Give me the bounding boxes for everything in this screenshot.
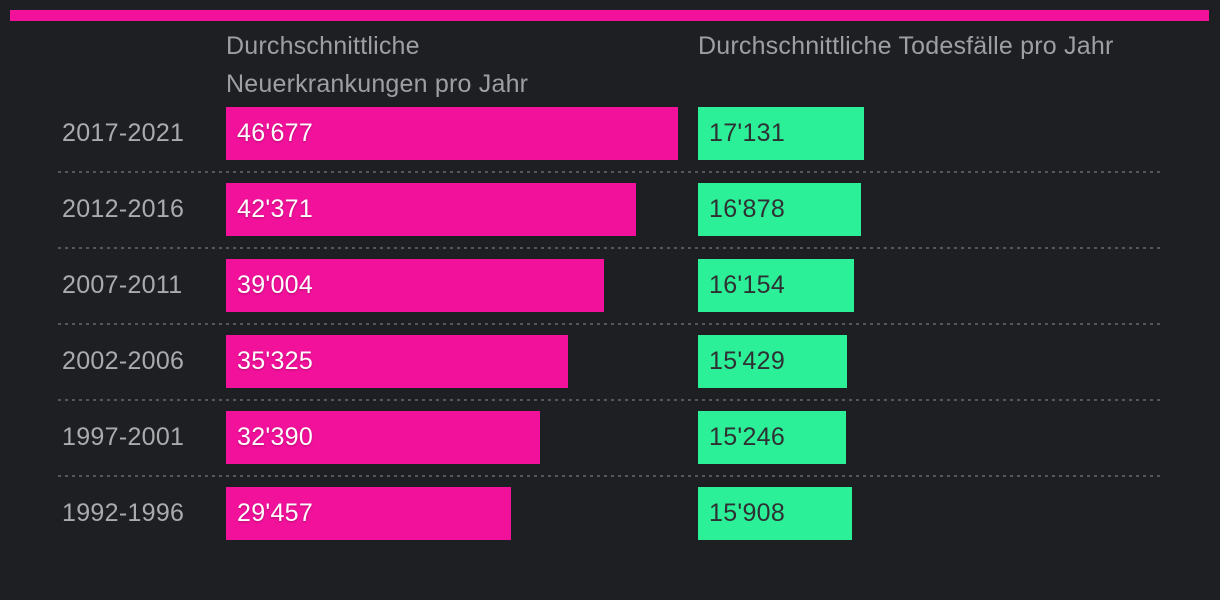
new-cases-value: 29'457 bbox=[237, 499, 314, 527]
chart-row: 2012-2016 42'371 16'878 bbox=[0, 183, 1220, 236]
deaths-value: 15'246 bbox=[709, 423, 786, 451]
period-label: 2007-2011 bbox=[62, 271, 183, 299]
chart-row: 2007-2011 39'004 16'154 bbox=[0, 259, 1220, 312]
new-cases-bar: 35'325 bbox=[226, 335, 568, 388]
new-cases-bar: 39'004 bbox=[226, 259, 604, 312]
chart-row: 1992-1996 29'457 15'908 bbox=[0, 487, 1220, 540]
period-label: 2002-2006 bbox=[62, 347, 185, 375]
deaths-value: 15'908 bbox=[709, 499, 786, 527]
period-label: 2012-2016 bbox=[62, 195, 185, 223]
row-separator bbox=[58, 475, 1160, 477]
row-separator bbox=[58, 247, 1160, 249]
deaths-bar: 15'908 bbox=[698, 487, 852, 540]
period-label: 1992-1996 bbox=[62, 499, 185, 527]
chart-row: 2002-2006 35'325 15'429 bbox=[0, 335, 1220, 388]
deaths-value: 16'878 bbox=[709, 195, 786, 223]
period-label: 2017-2021 bbox=[62, 119, 185, 147]
row-separator bbox=[58, 171, 1160, 173]
deaths-bar: 17'131 bbox=[698, 107, 864, 160]
deaths-bar: 15'246 bbox=[698, 411, 846, 464]
deaths-bar: 15'429 bbox=[698, 335, 847, 388]
new-cases-value: 32'390 bbox=[237, 423, 314, 451]
column-header-deaths: Durchschnittliche Todesfälle pro Jahr bbox=[698, 32, 1114, 60]
chart-row: 2017-2021 46'677 17'131 bbox=[0, 107, 1220, 160]
new-cases-bar: 29'457 bbox=[226, 487, 511, 540]
deaths-value: 15'429 bbox=[709, 347, 786, 375]
top-accent-bar bbox=[10, 10, 1209, 21]
deaths-value: 16'154 bbox=[709, 271, 786, 299]
new-cases-value: 35'325 bbox=[237, 347, 314, 375]
new-cases-value: 42'371 bbox=[237, 195, 314, 223]
new-cases-bar: 42'371 bbox=[226, 183, 636, 236]
row-separator bbox=[58, 323, 1160, 325]
deaths-bar: 16'878 bbox=[698, 183, 861, 236]
row-separator bbox=[58, 399, 1160, 401]
deaths-bar: 16'154 bbox=[698, 259, 854, 312]
deaths-value: 17'131 bbox=[709, 119, 786, 147]
new-cases-bar: 32'390 bbox=[226, 411, 540, 464]
chart-row: 1997-2001 32'390 15'246 bbox=[0, 411, 1220, 464]
period-label: 1997-2001 bbox=[62, 423, 185, 451]
new-cases-bar: 46'677 bbox=[226, 107, 678, 160]
new-cases-value: 46'677 bbox=[237, 119, 314, 147]
column-header-new-cases: Durchschnittliche Neuerkrankungen pro Ja… bbox=[226, 32, 529, 98]
new-cases-value: 39'004 bbox=[237, 271, 314, 299]
